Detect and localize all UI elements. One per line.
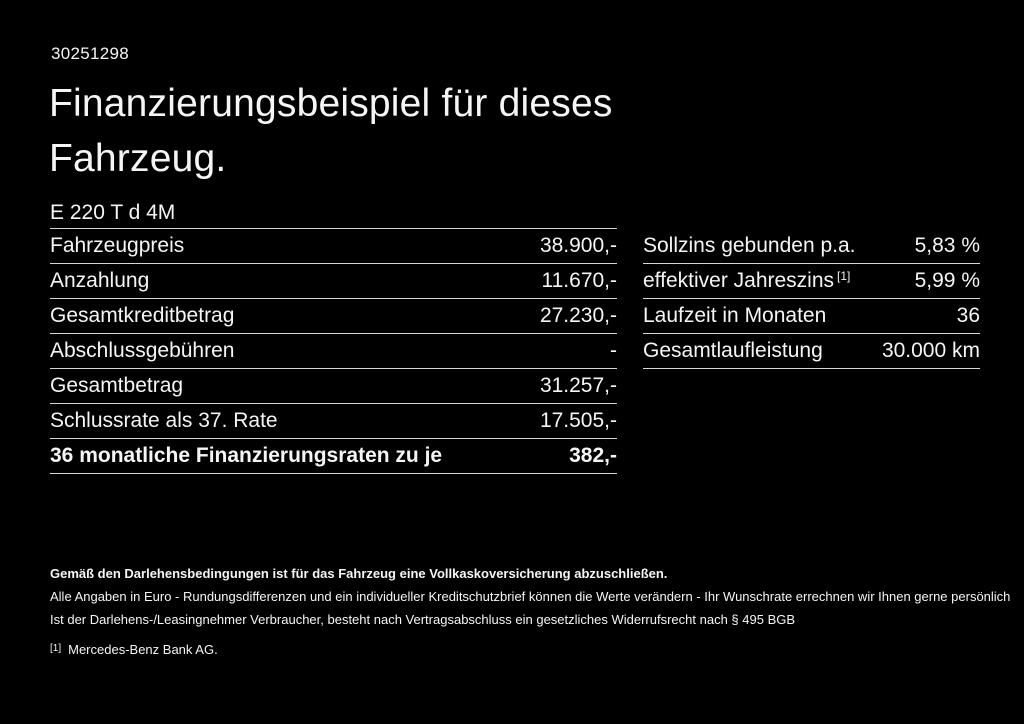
table-row-gesamtkreditbetrag: Gesamtkreditbetrag 27.230,- — [50, 299, 617, 334]
disclaimer-line2: Ist der Darlehens-/Leasingnehmer Verbrau… — [50, 612, 796, 627]
row-label: 36 monatliche Finanzierungsraten zu je — [50, 444, 443, 467]
row-value: 31.257,- — [539, 374, 617, 397]
footnote-reference: [1] — [837, 269, 851, 283]
row-value: 382,- — [569, 444, 617, 467]
row-value: 36 — [956, 304, 980, 327]
row-label: Gesamtlaufleistung — [643, 339, 823, 362]
row-label: Schlussrate als 37. Rate — [50, 409, 278, 432]
table-row-gesamtbetrag: Gesamtbetrag 31.257,- — [50, 369, 617, 404]
disclaimer-line1: Alle Angaben in Euro - Rundungsdifferenz… — [50, 589, 1011, 604]
row-label: Anzahlung — [50, 269, 150, 292]
row-value: 27.230,- — [539, 304, 617, 327]
row-label: Sollzins gebunden p.a. — [643, 234, 856, 257]
table-row-effektiver-jahreszins: effektiver Jahreszins [1] 5,99 % — [643, 264, 980, 299]
row-value: 5,99 % — [914, 269, 980, 292]
table-row-abschlussgebuehren: Abschlussgebühren - — [50, 334, 617, 369]
table-row-sollzins: Sollzins gebunden p.a. 5,83 % — [643, 229, 980, 264]
row-value: 17.505,- — [539, 409, 617, 432]
row-value: 30.000 km — [881, 339, 980, 362]
footnote-marker: [1] — [50, 643, 62, 654]
table-row-gesamtlaufleistung: Gesamtlaufleistung 30.000 km — [643, 334, 980, 369]
table-row-schlussrate: Schlussrate als 37. Rate 17.505,- — [50, 404, 617, 439]
page-title: Finanzierungsbeispiel für dieses Fahrzeu… — [49, 76, 613, 186]
insurance-note: Gemäß den Darlehensbedingungen ist für d… — [50, 566, 668, 581]
page-title-line2: Fahrzeug. — [49, 137, 227, 180]
row-label: Abschlussgebühren — [50, 339, 235, 362]
row-label: effektiver Jahreszins [1] — [643, 269, 851, 292]
table-row-anzahlung: Anzahlung 11.670,- — [50, 264, 617, 299]
financing-table-left: E 220 T d 4M Fahrzeugpreis 38.900,- Anza… — [50, 196, 617, 474]
page-title-line1: Finanzierungsbeispiel für dieses — [49, 82, 613, 125]
table-row-fahrzeugpreis: Fahrzeugpreis 38.900,- — [50, 229, 617, 264]
offer-number: 30251298 — [51, 44, 130, 63]
row-value: - — [610, 339, 617, 362]
legal-footer: Gemäß den Darlehensbedingungen ist für d… — [50, 566, 1011, 658]
table-row-monatsrate: 36 monatliche Finanzierungsraten zu je 3… — [50, 439, 617, 474]
row-value: 38.900,- — [539, 234, 617, 257]
row-label: Gesamtkreditbetrag — [50, 304, 235, 327]
row-label: Fahrzeugpreis — [50, 234, 185, 257]
footnote-text: Mercedes-Benz Bank AG. — [68, 642, 218, 657]
financing-table-right: Sollzins gebunden p.a. 5,83 % effektiver… — [643, 229, 980, 369]
row-value: 11.670,- — [541, 269, 618, 292]
row-label: Laufzeit in Monaten — [643, 304, 827, 327]
footnote: [1] Mercedes-Benz Bank AG. — [50, 641, 990, 658]
table-row-laufzeit: Laufzeit in Monaten 36 — [643, 299, 980, 334]
row-value: 5,83 % — [914, 234, 980, 257]
row-label: Gesamtbetrag — [50, 374, 184, 397]
vehicle-model: E 220 T d 4M — [50, 196, 617, 229]
